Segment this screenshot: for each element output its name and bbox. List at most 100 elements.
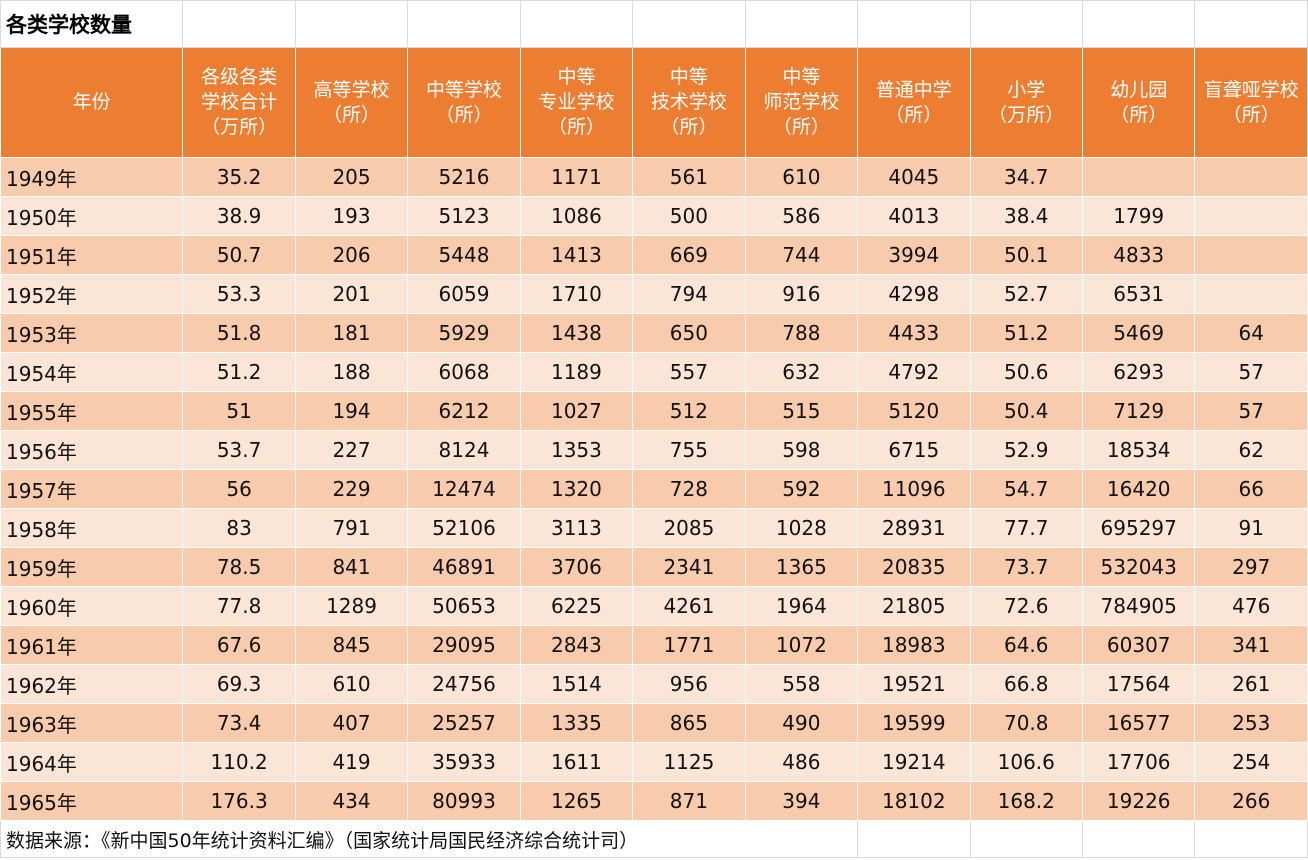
- value-cell[interactable]: 419: [294, 742, 409, 782]
- value-cell[interactable]: 35.2: [182, 157, 296, 197]
- value-cell[interactable]: 865: [632, 703, 746, 743]
- value-cell[interactable]: 18983: [857, 625, 971, 665]
- value-cell[interactable]: 586: [744, 196, 859, 236]
- column-header[interactable]: 年份: [0, 47, 184, 158]
- year-cell[interactable]: 1957年: [0, 469, 184, 509]
- value-cell[interactable]: [1081, 157, 1196, 197]
- value-cell[interactable]: 650: [632, 313, 746, 353]
- year-cell[interactable]: 1950年: [0, 196, 184, 236]
- value-cell[interactable]: 3994: [857, 235, 971, 275]
- value-cell[interactable]: 755: [632, 430, 746, 470]
- value-cell[interactable]: 52.7: [969, 274, 1083, 314]
- value-cell[interactable]: 515: [744, 391, 859, 431]
- value-cell[interactable]: 110.2: [182, 742, 296, 782]
- year-cell[interactable]: 1959年: [0, 547, 184, 587]
- value-cell[interactable]: 1072: [744, 625, 859, 665]
- value-cell[interactable]: 5216: [407, 157, 521, 197]
- value-cell[interactable]: 2843: [519, 625, 634, 665]
- sheet-title[interactable]: 各类学校数量: [0, 0, 184, 48]
- value-cell[interactable]: 341: [1194, 625, 1308, 665]
- value-cell[interactable]: 56: [182, 469, 296, 509]
- value-cell[interactable]: 1335: [519, 703, 634, 743]
- value-cell[interactable]: [1194, 274, 1308, 314]
- column-header[interactable]: 各级各类 学校合计 （万所）: [182, 47, 296, 158]
- empty-cell[interactable]: [1081, 820, 1196, 858]
- value-cell[interactable]: 4792: [857, 352, 971, 392]
- value-cell[interactable]: 205: [294, 157, 409, 197]
- value-cell[interactable]: 476: [1194, 586, 1308, 626]
- value-cell[interactable]: 1028: [744, 508, 859, 548]
- year-cell[interactable]: 1951年: [0, 235, 184, 275]
- value-cell[interactable]: 1086: [519, 196, 634, 236]
- value-cell[interactable]: 4261: [632, 586, 746, 626]
- value-cell[interactable]: 19599: [857, 703, 971, 743]
- empty-cell[interactable]: [1081, 0, 1196, 48]
- value-cell[interactable]: 50.7: [182, 235, 296, 275]
- value-cell[interactable]: 5929: [407, 313, 521, 353]
- value-cell[interactable]: [1194, 157, 1308, 197]
- year-cell[interactable]: 1949年: [0, 157, 184, 197]
- value-cell[interactable]: 669: [632, 235, 746, 275]
- value-cell[interactable]: 610: [294, 664, 409, 704]
- value-cell[interactable]: 956: [632, 664, 746, 704]
- value-cell[interactable]: 38.4: [969, 196, 1083, 236]
- empty-cell[interactable]: [969, 820, 1083, 858]
- value-cell[interactable]: 1171: [519, 157, 634, 197]
- empty-cell[interactable]: [1194, 820, 1308, 858]
- value-cell[interactable]: 5448: [407, 235, 521, 275]
- value-cell[interactable]: 62: [1194, 430, 1308, 470]
- value-cell[interactable]: [1194, 235, 1308, 275]
- empty-cell[interactable]: [857, 0, 971, 48]
- value-cell[interactable]: 64.6: [969, 625, 1083, 665]
- value-cell[interactable]: 1438: [519, 313, 634, 353]
- value-cell[interactable]: 80993: [407, 781, 521, 821]
- value-cell[interactable]: 512: [632, 391, 746, 431]
- value-cell[interactable]: 598: [744, 430, 859, 470]
- value-cell[interactable]: 17706: [1081, 742, 1196, 782]
- value-cell[interactable]: 227: [294, 430, 409, 470]
- value-cell[interactable]: 6531: [1081, 274, 1196, 314]
- value-cell[interactable]: 1771: [632, 625, 746, 665]
- value-cell[interactable]: 794: [632, 274, 746, 314]
- value-cell[interactable]: 229: [294, 469, 409, 509]
- year-cell[interactable]: 1962年: [0, 664, 184, 704]
- empty-cell[interactable]: [857, 820, 971, 858]
- value-cell[interactable]: 5120: [857, 391, 971, 431]
- year-cell[interactable]: 1958年: [0, 508, 184, 548]
- empty-cell[interactable]: [407, 0, 521, 48]
- value-cell[interactable]: 1027: [519, 391, 634, 431]
- value-cell[interactable]: 50.1: [969, 235, 1083, 275]
- empty-cell[interactable]: [294, 0, 409, 48]
- value-cell[interactable]: 52106: [407, 508, 521, 548]
- value-cell[interactable]: 57: [1194, 391, 1308, 431]
- value-cell[interactable]: 6715: [857, 430, 971, 470]
- value-cell[interactable]: 490: [744, 703, 859, 743]
- value-cell[interactable]: 50.4: [969, 391, 1083, 431]
- value-cell[interactable]: 6293: [1081, 352, 1196, 392]
- value-cell[interactable]: 91: [1194, 508, 1308, 548]
- value-cell[interactable]: [1194, 196, 1308, 236]
- value-cell[interactable]: 5123: [407, 196, 521, 236]
- value-cell[interactable]: 434: [294, 781, 409, 821]
- value-cell[interactable]: 181: [294, 313, 409, 353]
- value-cell[interactable]: 394: [744, 781, 859, 821]
- year-cell[interactable]: 1955年: [0, 391, 184, 431]
- year-cell[interactable]: 1964年: [0, 742, 184, 782]
- column-header[interactable]: 中等 师范学校 （所）: [744, 47, 859, 158]
- value-cell[interactable]: 5469: [1081, 313, 1196, 353]
- value-cell[interactable]: 19226: [1081, 781, 1196, 821]
- source-note[interactable]: 数据来源：《新中国50年统计资料汇编》（国家统计局国民经济综合统计司）: [0, 820, 859, 858]
- value-cell[interactable]: 19521: [857, 664, 971, 704]
- year-cell[interactable]: 1960年: [0, 586, 184, 626]
- value-cell[interactable]: 1413: [519, 235, 634, 275]
- value-cell[interactable]: 2085: [632, 508, 746, 548]
- value-cell[interactable]: 77.8: [182, 586, 296, 626]
- year-cell[interactable]: 1953年: [0, 313, 184, 353]
- value-cell[interactable]: 18102: [857, 781, 971, 821]
- value-cell[interactable]: 532043: [1081, 547, 1196, 587]
- column-header[interactable]: 普通中学 （所）: [857, 47, 971, 158]
- value-cell[interactable]: 1964: [744, 586, 859, 626]
- column-header[interactable]: 高等学校 （所）: [294, 47, 409, 158]
- value-cell[interactable]: 66: [1194, 469, 1308, 509]
- value-cell[interactable]: 500: [632, 196, 746, 236]
